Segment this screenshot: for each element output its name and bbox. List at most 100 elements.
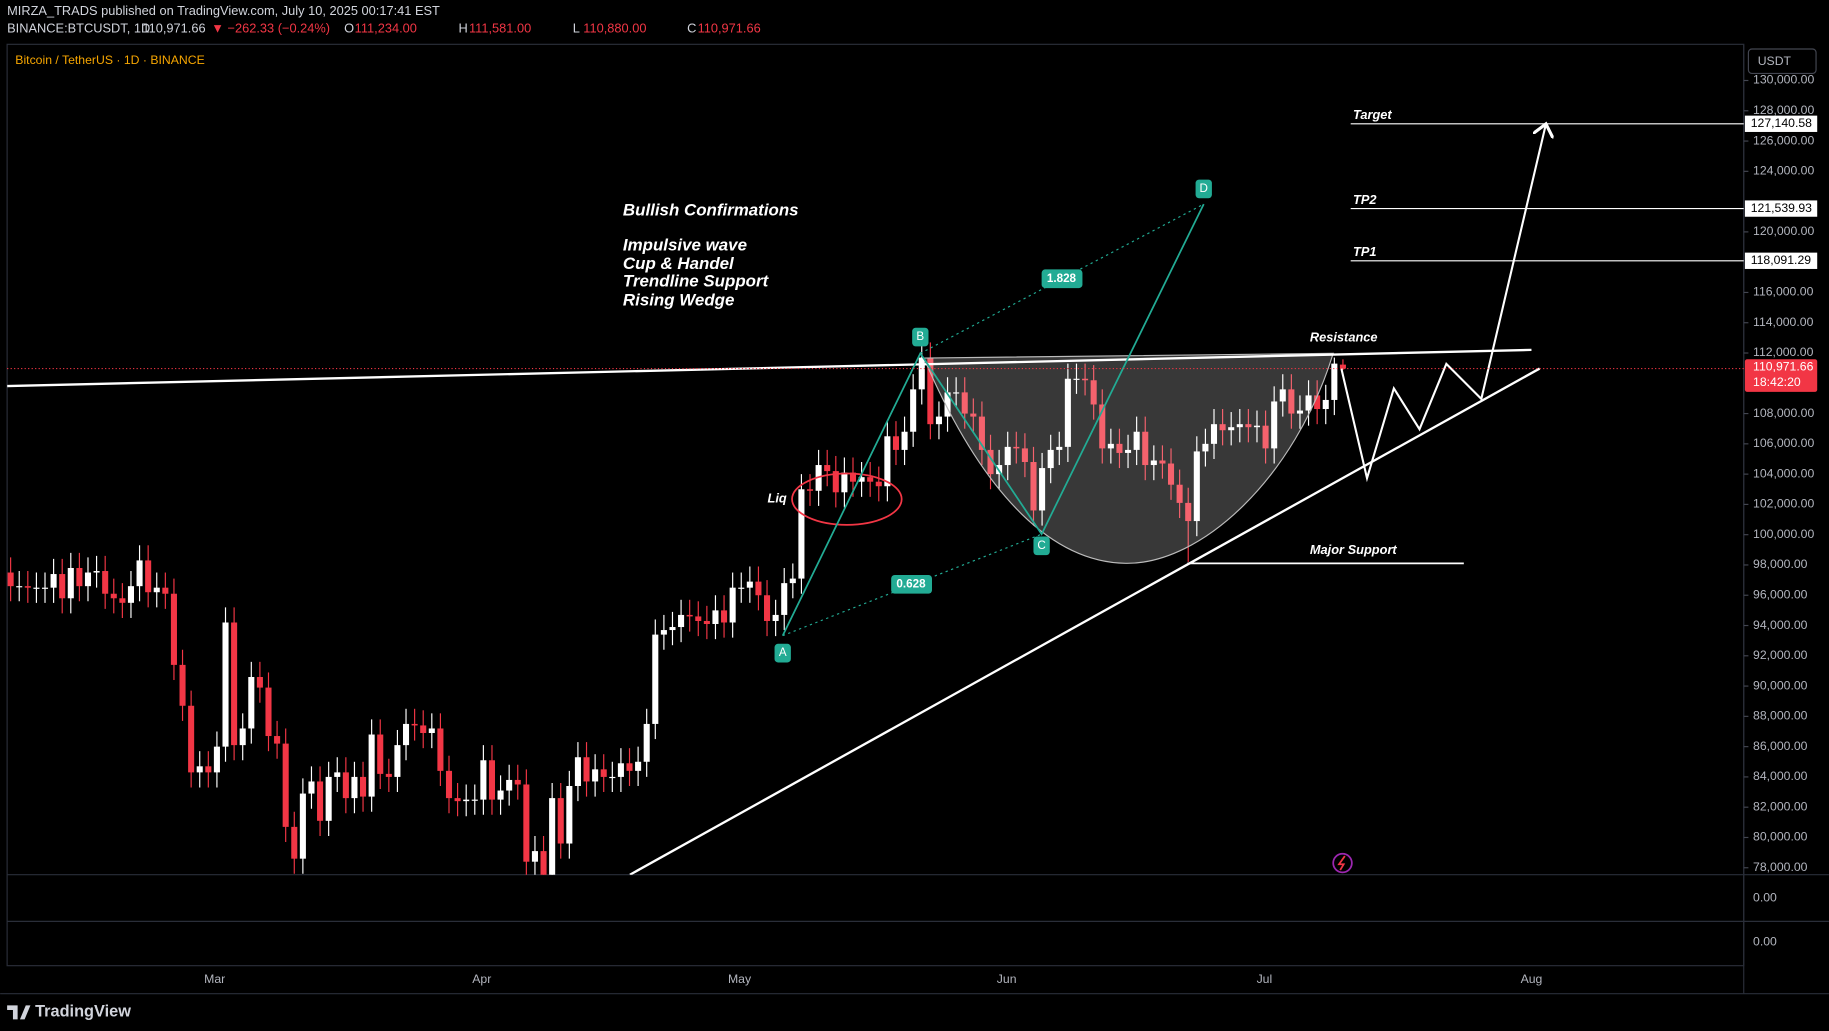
candle-body: [360, 776, 367, 797]
candle-body: [635, 761, 642, 771]
level-label: 127,140.58: [1751, 116, 1812, 130]
support-trendline: [629, 367, 1541, 875]
candle-body: [7, 572, 14, 587]
ratio-label: 0.628: [896, 577, 926, 590]
candle-body: [832, 471, 839, 493]
candle-body: [1271, 401, 1278, 449]
candle-body: [523, 784, 530, 862]
candle-body: [1245, 424, 1252, 428]
y-tick-label: 78,000.00: [1753, 860, 1808, 874]
ohlc-value: 111,581.00: [469, 21, 531, 36]
candle-body: [1082, 378, 1089, 381]
candle-body: [67, 567, 74, 599]
candle-body: [953, 392, 960, 394]
candle-body: [574, 757, 581, 787]
y-tick-label: 98,000.00: [1753, 557, 1808, 571]
candles: [7, 342, 1346, 875]
candle-body: [506, 779, 513, 791]
y-tick-label: 126,000.00: [1753, 133, 1814, 147]
candle-body: [334, 772, 341, 777]
ohlc-key: C: [687, 21, 696, 36]
drawings: [7, 126, 1545, 875]
candle-body: [145, 560, 152, 593]
liq-ellipse: [791, 472, 903, 526]
candle-body: [583, 757, 590, 782]
candle-body: [1176, 484, 1183, 503]
ohlc-value: 111,234.00: [355, 21, 417, 36]
candle-body: [686, 614, 693, 617]
candle-body: [1159, 460, 1166, 464]
ratio-box: [891, 574, 932, 594]
candle-body: [497, 790, 504, 800]
candle-body: [961, 392, 968, 414]
candle-body: [987, 449, 994, 475]
candle-body: [402, 723, 410, 746]
abcd-pattern: [781, 203, 1205, 637]
candle-body: [1305, 395, 1312, 411]
point-label: A: [779, 646, 787, 659]
y-tick-label: 114,000.00: [1753, 315, 1814, 329]
y-tick-label: 120,000.00: [1753, 224, 1814, 238]
y-tick-label: 90,000.00: [1753, 678, 1808, 692]
candle-body: [746, 581, 753, 588]
candle-body: [910, 389, 917, 432]
candle-body: [531, 851, 538, 862]
candle-body: [695, 616, 702, 621]
candle-body: [592, 769, 599, 782]
y-tick-label: 116,000.00: [1753, 285, 1814, 299]
y-tick-label: 100,000.00: [1753, 527, 1814, 541]
candle-body: [824, 465, 831, 472]
candle-body: [935, 416, 942, 425]
ohlc-key: O: [344, 21, 354, 36]
candle-body: [1202, 443, 1209, 452]
candle-body: [368, 734, 375, 797]
candle-body: [377, 734, 384, 774]
candle-body: [660, 630, 667, 635]
resistance-line: [7, 348, 1532, 388]
candle-body: [1039, 468, 1046, 511]
candle-body: [1047, 449, 1054, 469]
y-tick-label: 82,000.00: [1753, 799, 1808, 813]
extension-line: [920, 203, 1205, 354]
candle-body: [1099, 404, 1106, 449]
candle-body: [978, 416, 985, 450]
candle-body: [110, 593, 117, 599]
pane-value: 0.00: [1753, 935, 1777, 949]
ohlc-value: 110,880.00: [583, 21, 646, 36]
y-tick-label: 130,000.00: [1753, 73, 1814, 87]
point-box: [774, 643, 791, 663]
candle-body: [703, 620, 710, 625]
candle-body: [1064, 378, 1071, 447]
y-tick-label: 92,000.00: [1753, 648, 1808, 662]
candle-body: [1116, 443, 1123, 453]
candle-body: [274, 736, 281, 744]
event-icon[interactable]: [1332, 852, 1353, 874]
point-label: B: [916, 330, 924, 343]
list-item: Trendline Support: [623, 272, 770, 291]
level-label: 121,539.93: [1751, 201, 1812, 215]
candle-body: [342, 772, 349, 799]
candle-body: [841, 472, 848, 493]
publisher: MIRZA_TRADS published on TradingView.com…: [7, 3, 440, 18]
candle-body: [849, 472, 857, 482]
candle-body: [1288, 389, 1295, 414]
candle-body: [798, 489, 805, 579]
candle-body: [265, 687, 272, 737]
candle-body: [213, 746, 220, 773]
candle-body: [1004, 446, 1011, 466]
candle-body: [514, 779, 521, 785]
annotations: Bullish Confirmations Impulsive wave Cup…: [623, 179, 1397, 874]
y-tick-label: 106,000.00: [1753, 436, 1814, 450]
candle-body: [59, 574, 66, 599]
candle-body: [437, 728, 444, 771]
candle-body: [76, 567, 83, 587]
ratio-label: 1.828: [1047, 272, 1077, 285]
x-tick-label: Aug: [1521, 972, 1543, 986]
candle-body: [858, 477, 865, 482]
candle-body: [901, 431, 908, 450]
list-item: Cup & Handel: [623, 254, 734, 273]
brand-logo: [7, 1005, 31, 1020]
candle-body: [806, 489, 814, 491]
candle-body: [1073, 378, 1080, 380]
candle-body: [1322, 399, 1329, 410]
